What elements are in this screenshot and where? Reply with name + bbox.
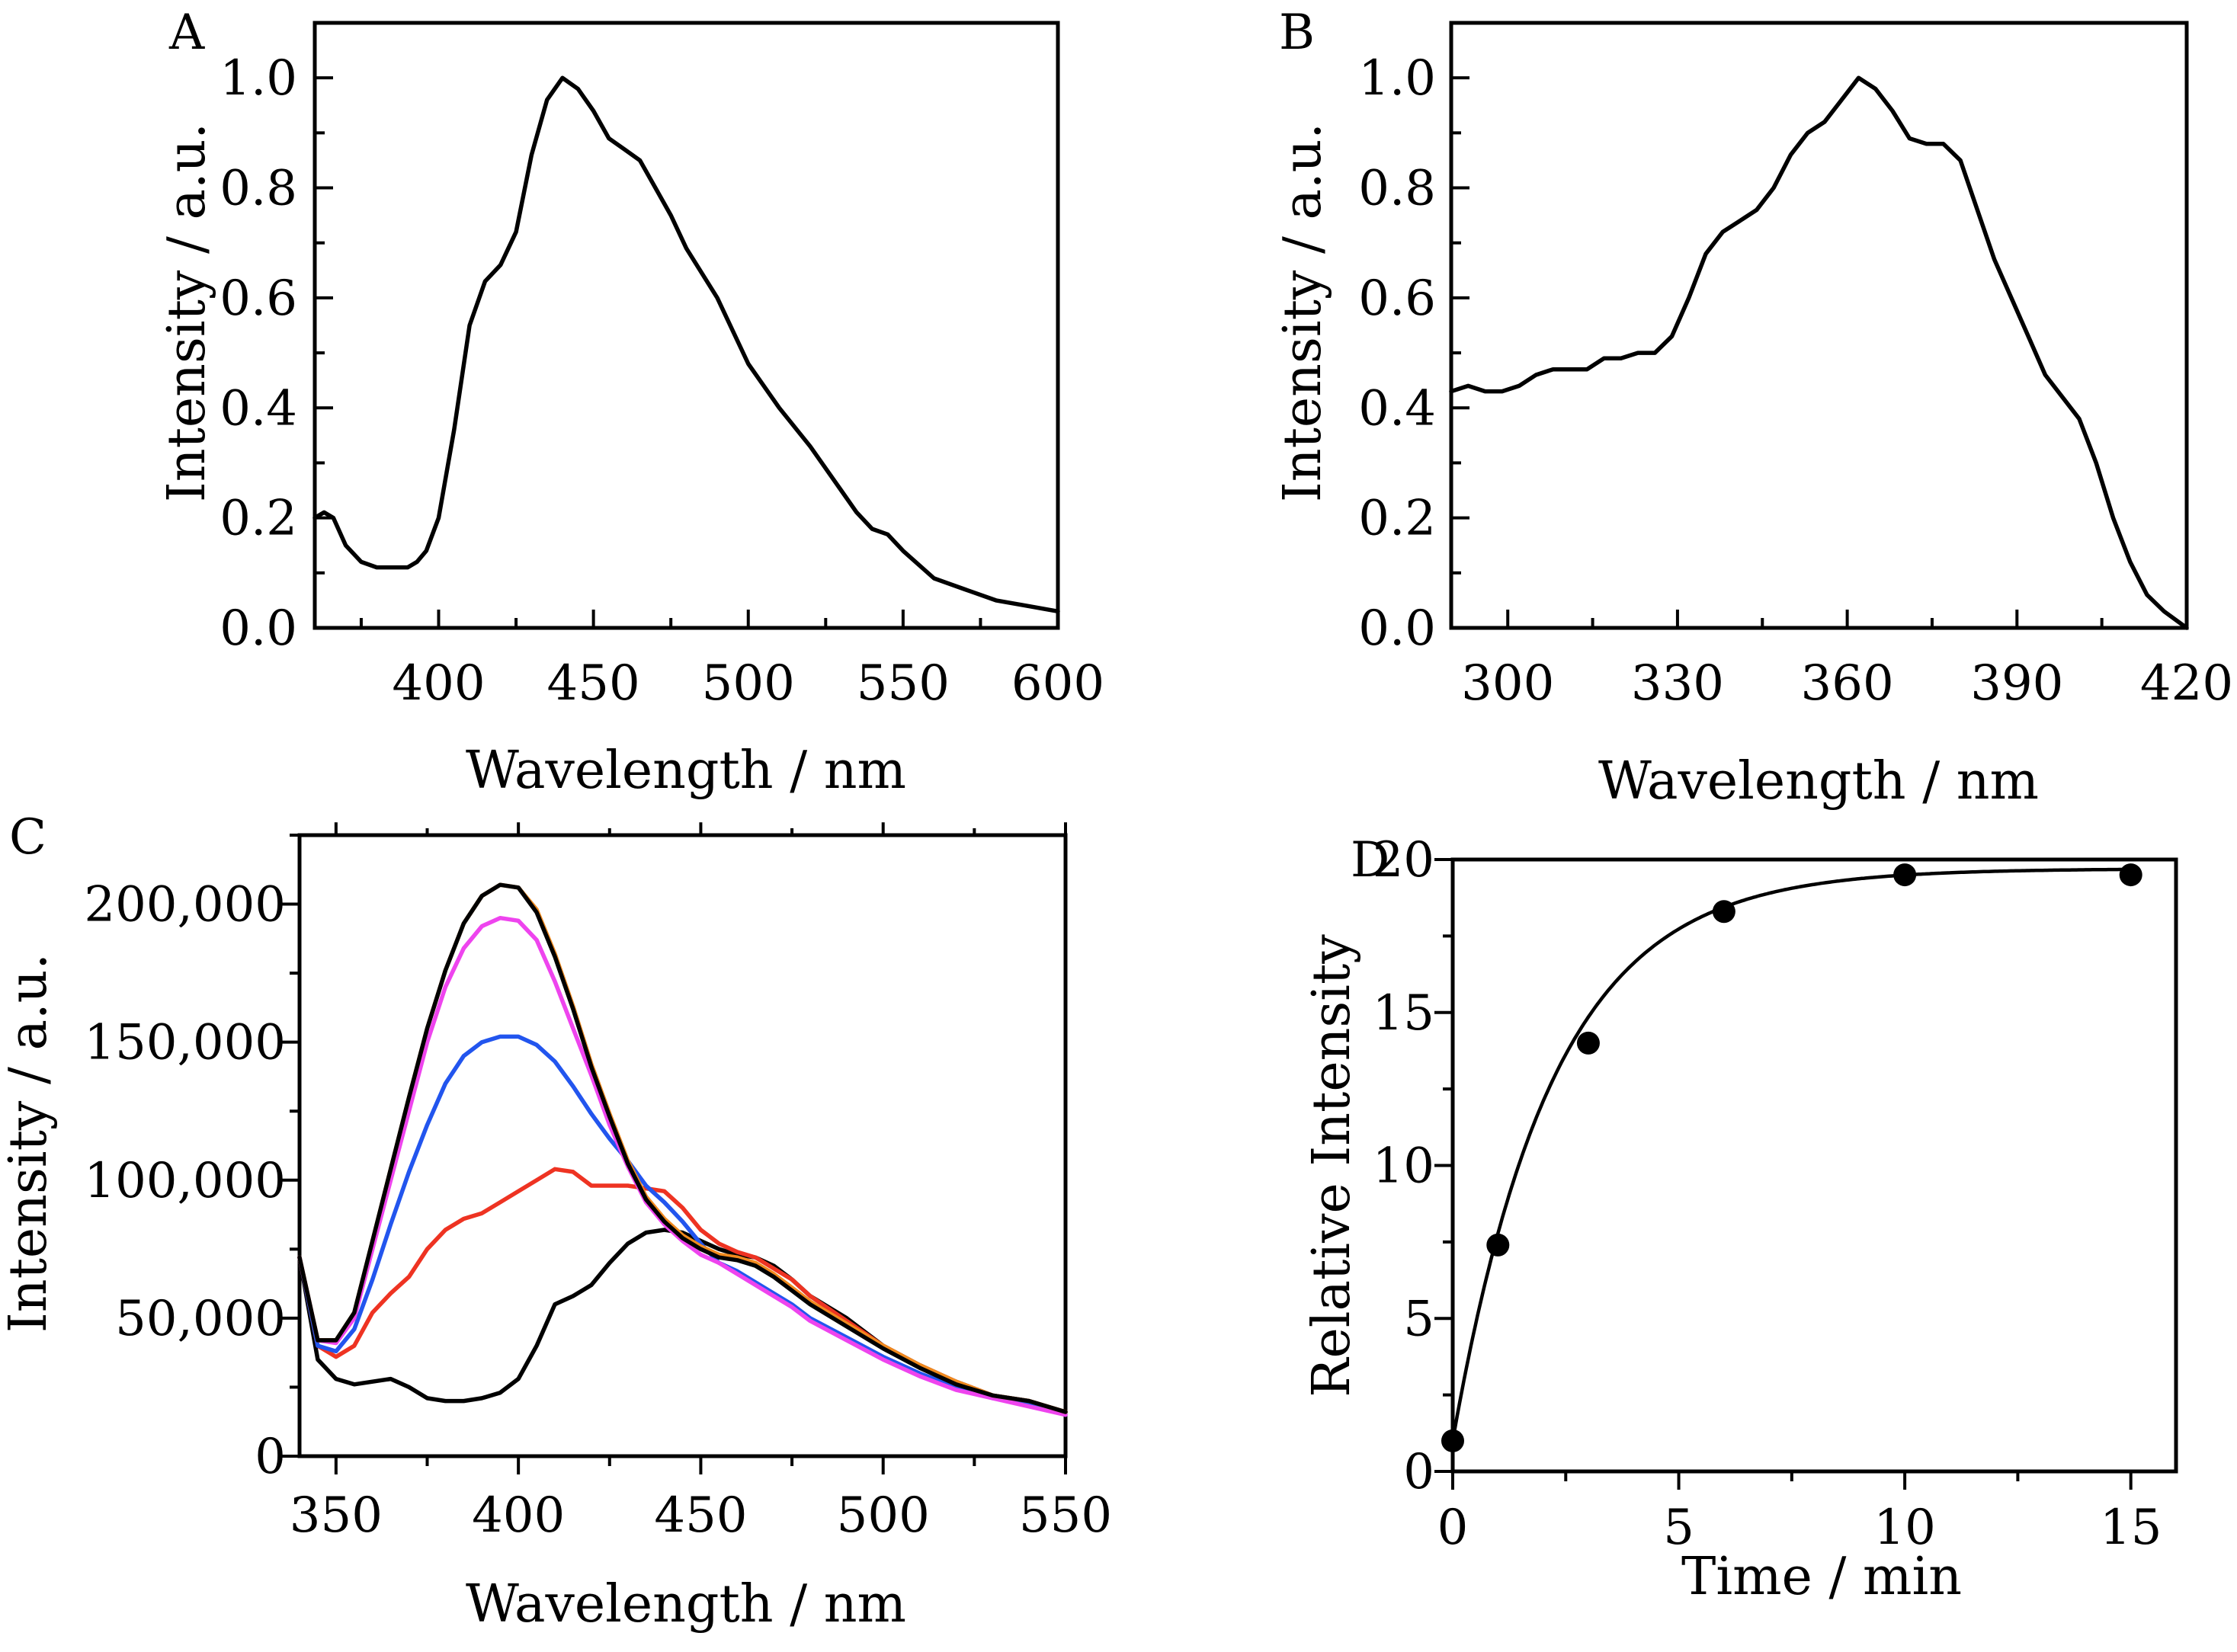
panel-b-x-tick-label: 420 <box>2140 655 2233 712</box>
panel-d-data-point <box>1893 863 1917 887</box>
panel-a-x-tick-label: 500 <box>702 655 795 712</box>
panel-b-y-tick-label: 1.0 <box>1358 50 1436 107</box>
panel-d: D 0 5 10 15 0 5 10 15 20 Time / min Relative In… <box>1302 832 2178 1607</box>
panel-b-letter: B <box>1279 5 1315 61</box>
panel-d-fit <box>1450 867 2131 1442</box>
panel-d-x-tick-label: 10 <box>1873 1500 1935 1556</box>
panel-a-y-tick-label: 0.6 <box>220 271 297 327</box>
panel-c-letter: C <box>9 809 46 866</box>
panel-c-series-line-4 <box>297 915 1068 1417</box>
panel-b-y-ticks: 0.0 0.2 0.4 0.6 0.8 1.0 <box>1358 21 1469 657</box>
panel-b-x-axis-title: Wavelength / nm <box>1598 751 2039 812</box>
panel-c-y-tick-label: 150,000 <box>84 1015 286 1071</box>
panel-d-data-point <box>2119 863 2142 887</box>
panel-d-x-axis-title: Time / min <box>1681 1547 1962 1607</box>
panel-b-y-tick-label: 0.0 <box>1358 600 1436 657</box>
panel-d-y-axis-title: Relative Intensity <box>1302 934 1362 1397</box>
panel-d-x-tick-label: 5 <box>1663 1500 1694 1556</box>
panel-c-y-tick-label: 100,000 <box>84 1153 286 1209</box>
panel-c-series-line-6 <box>297 882 1068 1414</box>
panel-b-series <box>1449 75 2189 630</box>
panel-b-x-tick-label: 390 <box>1970 655 2063 712</box>
panel-d-markers <box>1441 863 2142 1452</box>
panel-d-data-point <box>1486 1233 1510 1257</box>
panel-d-fit-curve <box>1450 867 2131 1442</box>
panel-b-x-tick-label: 360 <box>1801 655 1894 712</box>
panel-a-y-axis-title: Intensity / a.u. <box>157 123 217 502</box>
panel-a-y-tick-label: 0.8 <box>220 161 297 217</box>
panel-b-y-axis-title: Intensity / a.u. <box>1273 123 1333 502</box>
panel-b-x-tick-label: 300 <box>1461 655 1554 712</box>
panel-b-y-tick-label: 0.8 <box>1358 161 1436 217</box>
panel-d-y-ticks: 0 5 10 15 20 <box>1373 832 1453 1500</box>
panel-b-x-ticks: 300 330 360 390 420 <box>1461 610 2233 712</box>
panel-c-y-ticks: 0 50,000 100,000 150,000 200,000 <box>84 834 300 1485</box>
panel-c-y-tick-label: 200,000 <box>84 877 286 933</box>
panel-c-y-tick-label: 50,000 <box>115 1291 286 1347</box>
panel-a-letter: A <box>168 5 205 61</box>
panel-a-spectrum-line <box>312 75 1060 614</box>
panel-c-x-tick-label: 550 <box>1019 1487 1112 1544</box>
panel-b-spectrum-line <box>1449 75 2189 630</box>
panel-d-data-point <box>1712 900 1735 924</box>
panel-a-series <box>312 75 1060 614</box>
panel-b-x-tick-label: 330 <box>1631 655 1724 712</box>
panel-a-y-tick-label: 0.2 <box>220 491 297 547</box>
panel-a-x-tick-label: 550 <box>857 655 950 712</box>
panel-c-x-tick-label: 350 <box>290 1487 383 1544</box>
panel-d-y-tick-label: 15 <box>1373 985 1434 1042</box>
panel-a-y-tick-label: 1.0 <box>220 50 297 107</box>
panel-c-y-tick-label: 0 <box>255 1429 286 1485</box>
panel-a-x-tick-label: 400 <box>392 655 485 712</box>
panel-c-series-line-5 <box>297 882 1068 1414</box>
panel-d-y-tick-label: 10 <box>1373 1138 1434 1195</box>
panel-d-y-tick-label: 5 <box>1403 1291 1434 1347</box>
panel-c-plot-frame <box>297 833 1068 1458</box>
panel-d-plot-frame <box>1450 857 2178 1474</box>
panel-d-x-tick-label: 0 <box>1437 1500 1469 1556</box>
panel-c-series <box>297 882 1068 1417</box>
panel-d-data-point <box>1441 1429 1464 1452</box>
panel-b-plot-frame <box>1449 21 2189 630</box>
panel-a-y-ticks: 0.0 0.2 0.4 0.6 0.8 1.0 <box>220 21 333 657</box>
panel-d-x-tick-label: 15 <box>2100 1500 2162 1556</box>
panel-a: A 400 450 500 550 600 0.0 0.2 0.4 0.6 0.8 1.0 Wav… <box>157 5 1104 801</box>
panel-d-y-tick-label: 0 <box>1403 1444 1434 1500</box>
panel-c-x-tick-label: 500 <box>837 1487 930 1544</box>
panel-d-x-ticks: 0 5 10 15 <box>1437 1471 2162 1556</box>
panel-b-y-tick-label: 0.6 <box>1358 271 1436 327</box>
panel-a-y-tick-label: 0.0 <box>220 600 297 657</box>
panel-c: C 350 400 450 500 550 0 50,000 100,000 150,000 2… <box>0 809 1112 1634</box>
panel-b-y-tick-label: 0.2 <box>1358 491 1436 547</box>
panel-c-x-axis-title: Wavelength / nm <box>466 1574 906 1634</box>
panel-c-y-axis-title: Intensity / a.u. <box>0 953 59 1333</box>
panel-a-x-ticks: 400 450 500 550 600 <box>359 610 1104 712</box>
panel-b-y-tick-label: 0.4 <box>1358 380 1436 437</box>
panel-b: B 300 330 360 390 420 0.0 0.2 0.4 0.6 0.8 1.0 Wav… <box>1273 5 2233 812</box>
panel-a-y-tick-label: 0.4 <box>220 380 297 437</box>
panel-d-y-tick-label: 20 <box>1373 832 1434 888</box>
panel-d-data-point <box>1576 1031 1600 1055</box>
panel-c-series-line-2 <box>297 1167 1068 1414</box>
panel-c-x-tick-label: 400 <box>472 1487 565 1544</box>
panel-c-x-tick-label: 450 <box>654 1487 747 1544</box>
panel-a-plot-frame <box>312 21 1060 630</box>
panel-c-x-ticks: 350 400 450 500 550 <box>290 822 1112 1544</box>
panel-d-letter: D <box>1351 832 1389 888</box>
panel-a-x-tick-label: 600 <box>1011 655 1104 712</box>
panel-a-x-tick-label: 450 <box>547 655 640 712</box>
panel-a-x-axis-title: Wavelength / nm <box>466 741 906 801</box>
